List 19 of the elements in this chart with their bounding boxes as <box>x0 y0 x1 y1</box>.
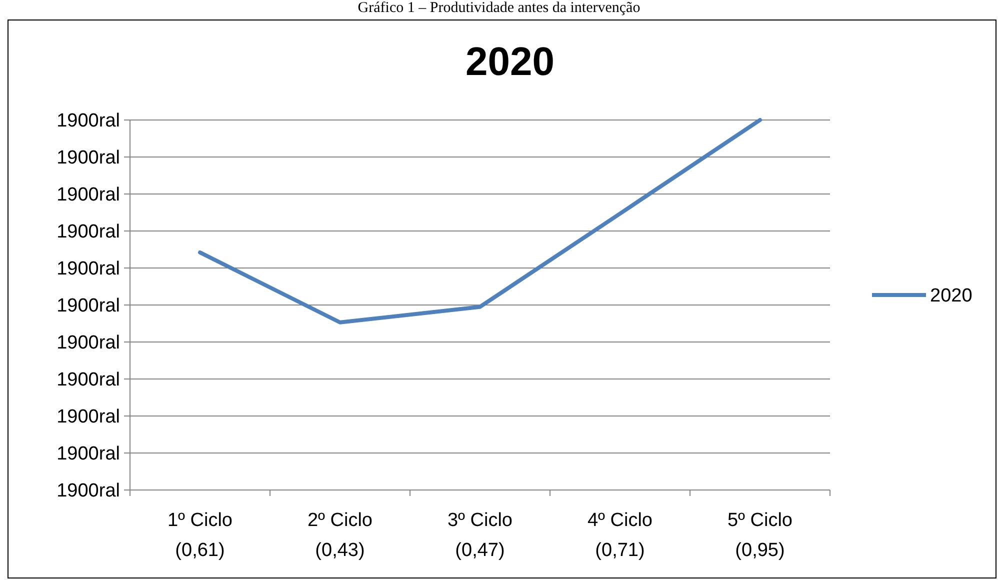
x-tick-label: 1º Ciclo (0,61) <box>167 510 233 561</box>
chart-title: 2020 <box>466 40 554 84</box>
text: 1900ral <box>56 184 120 206</box>
text: 1900ral <box>56 370 120 391</box>
text: 1900ral <box>56 110 120 132</box>
text: 1900ral <box>56 480 120 502</box>
text: 1900ral <box>56 258 120 280</box>
text: 1900ral <box>56 296 120 317</box>
text: 1900ral <box>56 148 120 169</box>
text: Gráfico 1 – Produtividade antes da intervenção <box>358 0 640 16</box>
legend-label: 2020 <box>930 286 972 307</box>
x-tick-label: 2º Ciclo (0,43) <box>307 510 373 561</box>
x-tick-label: 5º Ciclo (0,95) <box>727 510 793 561</box>
text: 1900ral <box>56 332 120 354</box>
x-tick-label: 4º Ciclo (0,71) <box>587 510 653 561</box>
x-tick-label: 3º Ciclo (0,47) <box>447 510 513 561</box>
text: 1900ral <box>56 444 120 465</box>
text: 1900ral <box>56 222 120 243</box>
text: 1900ral <box>56 406 120 428</box>
